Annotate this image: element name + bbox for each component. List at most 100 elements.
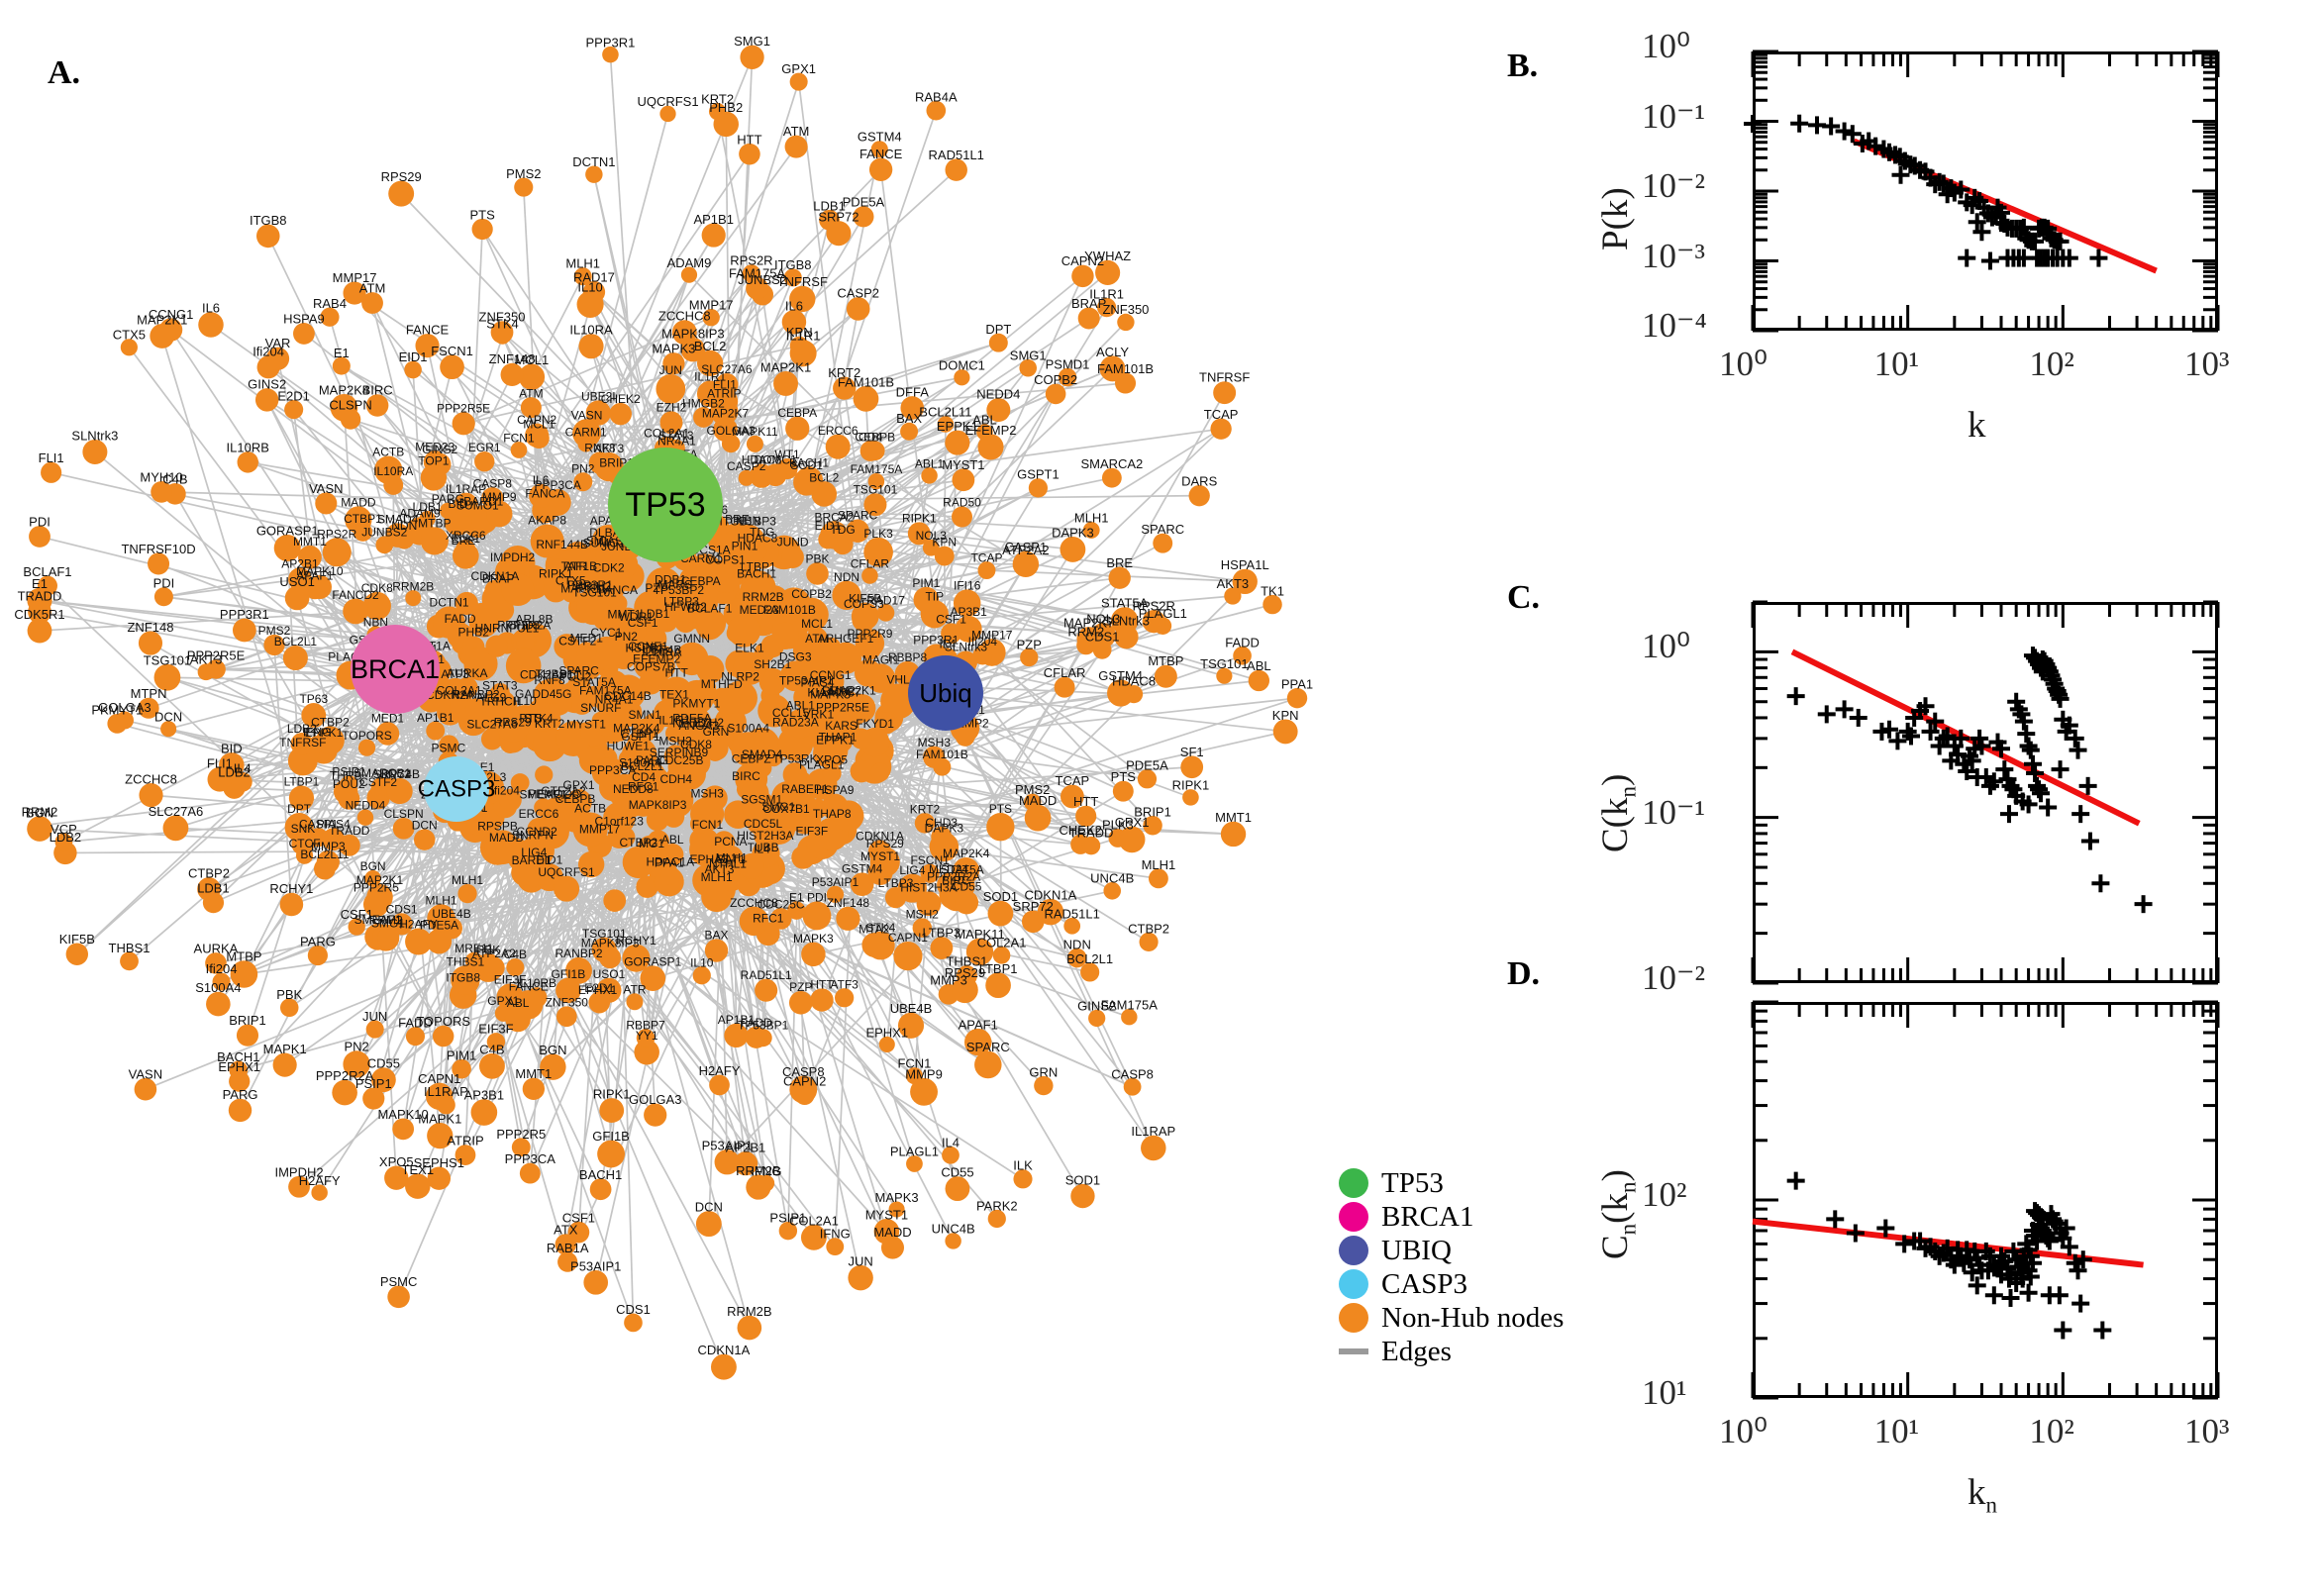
- network-node-label: SOD1: [983, 889, 1018, 904]
- network-node-label: FANCE: [406, 323, 450, 338]
- network-node-label: E2D1: [584, 981, 614, 995]
- network-node-label: THBS1: [447, 955, 485, 969]
- network-node-label: SLC27A6: [466, 718, 518, 732]
- network-node-label: MAPK11: [955, 927, 1004, 942]
- network-node-label: ABL: [661, 833, 684, 847]
- network-node-label: DSG3: [779, 650, 812, 664]
- network-node-label: IL4: [234, 760, 252, 775]
- legend-swatch-brca1: [1339, 1202, 1368, 1232]
- network-node-label: IMPDH2: [274, 1164, 323, 1179]
- network-node-label: RRM2B: [392, 579, 434, 593]
- network-node-label: ALG9: [476, 690, 507, 704]
- network-node-label: NEDD8: [613, 782, 654, 796]
- network-node-label: PBK: [276, 987, 302, 1002]
- network-node-label: PPP2R9: [847, 627, 892, 641]
- network-node-label: MSH3: [690, 786, 724, 800]
- network-node-label: GFI1B: [592, 1129, 630, 1144]
- network-node-label: MLH1: [1142, 857, 1176, 872]
- network-node-label: ZCCHC8: [730, 896, 778, 910]
- network-node-label: FADD: [398, 1016, 433, 1031]
- y-tick-label: 10⁻⁴: [1642, 306, 1707, 345]
- network-node-label: KIF5B: [849, 592, 881, 606]
- network-node-label: PIN1: [732, 540, 758, 553]
- network-node-label: HDAC8: [742, 453, 782, 467]
- network-node-label: EPHX1: [865, 1025, 908, 1040]
- network-node-label: PPA1: [1281, 676, 1313, 691]
- network-node-label: TOP1: [418, 453, 449, 467]
- network-node-label: RIPK1: [539, 566, 573, 580]
- network-node-label: EPHX1: [578, 983, 618, 997]
- network-node-label: THBS1: [536, 667, 574, 681]
- network-node-label: PPP2R2A: [316, 1068, 374, 1083]
- network-node-label: CTBP1: [620, 727, 658, 741]
- network-node-label: MAP2K4: [613, 722, 660, 736]
- data-points-b: [1744, 114, 2108, 270]
- legend-swatch-ubiq: [1339, 1236, 1368, 1265]
- network-node-label: SMEAF1: [519, 788, 566, 802]
- network-node-label: LTBP1: [979, 961, 1018, 976]
- network-node-label: Ifi204: [491, 784, 521, 798]
- network-node-label: LIG4: [899, 863, 925, 877]
- network-node-label: HTT: [810, 977, 834, 991]
- network-node-label: C4B: [479, 1042, 504, 1056]
- network-node-label: AURKA: [447, 666, 487, 680]
- network-node-label: RRM2B: [743, 590, 784, 604]
- network-node-label: ATR: [564, 559, 587, 573]
- network-node-label: CASP8: [473, 476, 513, 490]
- network-node-label: PPP2R5E: [187, 648, 246, 663]
- network-node-label: THAP8: [813, 807, 852, 821]
- network-node-label: P53AIP1: [702, 1138, 753, 1152]
- network-node-label: SNRPN: [512, 829, 554, 843]
- network-node-label: SNK: [291, 822, 316, 836]
- network-node-label: LDB2: [218, 765, 251, 780]
- network-node-label: PLAGL1: [890, 1145, 939, 1159]
- network-node-label: NOL3: [1086, 612, 1120, 627]
- hub-node-ubiq[interactable]: Ubiq: [908, 655, 983, 731]
- network-node-label: IL4: [754, 843, 770, 856]
- network-node-label: MED24: [929, 862, 968, 876]
- network-node-label: BCL2L11: [300, 848, 349, 861]
- network-node-label: MED1: [371, 711, 405, 725]
- network-node-label: PARG: [300, 934, 336, 948]
- network-node-label: DCTN1: [430, 596, 469, 610]
- network-node-label: POU2: [333, 777, 365, 791]
- network-node-label: ZNF148: [489, 351, 536, 366]
- network-node-label: PIM1: [447, 1047, 476, 1062]
- hub-node-brca1[interactable]: BRCA1: [351, 625, 440, 714]
- network-node-label: BID: [221, 742, 243, 756]
- network-node-label: RIPK1: [1172, 778, 1210, 793]
- network-node-label: JUND: [777, 535, 809, 549]
- network-node-label: DCN: [695, 1200, 723, 1215]
- network-node-label: MAPK8IP3: [581, 936, 640, 949]
- network-node-label: SPARC: [966, 1040, 1010, 1054]
- network-node-label: STK4: [486, 317, 519, 332]
- network-node-label: MAPK11: [732, 425, 778, 439]
- network-node-label: RNF8: [534, 673, 565, 687]
- hub-node-tp53[interactable]: TP53: [608, 448, 723, 562]
- network-node-label: CHEK2: [1060, 823, 1102, 838]
- network-node-label: FANCA: [525, 486, 564, 500]
- network-node-label: TOPORS: [342, 729, 391, 743]
- network-node-label: NEDD4: [976, 387, 1020, 402]
- network-node-label: WDR1: [619, 610, 655, 624]
- network-node-label: SLC27A6: [149, 804, 204, 819]
- network-node-label: MLH1: [701, 870, 733, 884]
- network-node-label: MMT1: [293, 535, 327, 549]
- network-node-label: FCN1: [503, 431, 535, 445]
- network-node-label: ATRIP: [447, 1134, 483, 1148]
- hub-node-casp3[interactable]: CASP3: [418, 756, 496, 822]
- network-node-label: VRK1: [803, 708, 835, 722]
- network-node-label: CDKN1A: [856, 830, 904, 844]
- network-node-label: BARD1: [463, 494, 503, 508]
- network-node-label: MAP2K1: [356, 873, 404, 887]
- network-node-label: FCN1: [897, 1056, 931, 1071]
- network-node-label: CDC14B: [604, 689, 651, 703]
- network-node-label: IL10RA: [569, 323, 613, 338]
- network-node-label: MAPK8IP3: [629, 798, 687, 812]
- network-node-label: TRADD: [18, 588, 62, 603]
- network-node-label: P53AIP1: [570, 1258, 621, 1273]
- network-node-label: TDG: [750, 525, 774, 539]
- network-node-label: PPP3CA: [505, 1151, 556, 1166]
